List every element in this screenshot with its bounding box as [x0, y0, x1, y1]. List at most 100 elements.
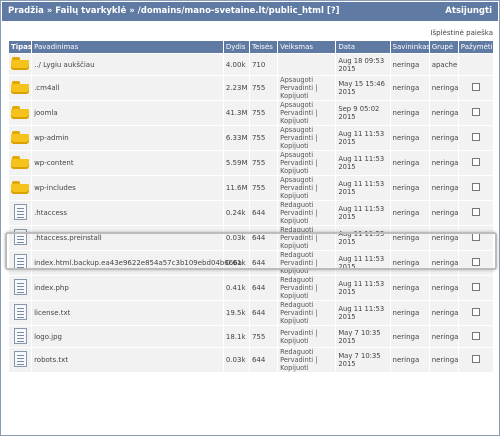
file-document-icon[interactable]: [13, 204, 27, 220]
file-permissions[interactable]: 710: [249, 54, 278, 75]
row-action-link[interactable]: Pervadinti |: [280, 209, 318, 217]
file-permissions[interactable]: 644: [249, 251, 278, 275]
file-permissions[interactable]: 644: [249, 201, 278, 225]
file-name-link[interactable]: .htaccess.preinstall: [32, 226, 223, 250]
file-name-link[interactable]: license.txt: [32, 301, 223, 325]
row-action-link[interactable]: Redaguoti: [280, 201, 314, 209]
row-action-link[interactable]: Kopijuoti: [280, 117, 309, 125]
row-action-link[interactable]: Apsaugoti: [280, 126, 314, 134]
column-header-name[interactable]: Pavadinimas: [32, 41, 223, 53]
row-action-link[interactable]: Pervadinti |: [280, 134, 318, 142]
row-action-link[interactable]: Pervadinti |: [280, 356, 318, 364]
file-name-link[interactable]: .cm4all: [32, 76, 223, 100]
row-select-checkbox[interactable]: [471, 108, 480, 116]
row-action-link[interactable]: Kopijuoti: [280, 336, 309, 345]
folder-icon[interactable]: [11, 180, 30, 194]
folder-icon[interactable]: [11, 155, 30, 169]
file-document-icon[interactable]: [13, 304, 27, 320]
file-date-part: 2015: [338, 336, 356, 345]
folder-icon[interactable]: [11, 130, 30, 144]
file-permissions[interactable]: 755: [249, 126, 278, 150]
file-document-icon[interactable]: [13, 279, 27, 295]
column-header-group[interactable]: Grupė: [429, 41, 458, 53]
file-name-link[interactable]: index.php: [32, 276, 223, 300]
row-action-link[interactable]: Apsaugoti: [280, 76, 314, 84]
column-header-type[interactable]: Tipas: [9, 41, 33, 53]
row-action-link[interactable]: Pervadinti |: [280, 109, 318, 117]
row-action-link[interactable]: Pervadinti |: [280, 259, 318, 267]
folder-icon[interactable]: [11, 105, 30, 119]
row-select-checkbox[interactable]: [471, 183, 480, 191]
row-action-link[interactable]: Redaguoti: [280, 251, 314, 259]
row-action-link[interactable]: Redaguoti: [280, 301, 314, 309]
file-document-icon[interactable]: [13, 254, 27, 270]
help-link[interactable]: [?]: [326, 6, 340, 16]
row-action-link[interactable]: Pervadinti |: [280, 309, 318, 317]
row-select-checkbox[interactable]: [471, 233, 480, 241]
row-action-link[interactable]: Apsaugoti: [280, 151, 314, 159]
row-action-link[interactable]: Pervadinti |: [280, 159, 318, 167]
row-action-link[interactable]: Kopijuoti: [280, 217, 309, 225]
row-action-link[interactable]: Pervadinti |: [280, 84, 318, 92]
row-action-link[interactable]: Redaguoti: [280, 348, 314, 356]
folder-icon[interactable]: [11, 57, 30, 70]
column-header-owner[interactable]: Savininkas: [390, 41, 431, 53]
file-permissions[interactable]: 644: [249, 226, 278, 250]
row-action-link[interactable]: Kopijuoti: [280, 292, 309, 300]
file-name-link[interactable]: joomla: [32, 101, 223, 125]
row-action-link[interactable]: Pervadinti |: [280, 328, 318, 337]
file-permissions[interactable]: 755: [249, 176, 278, 200]
row-action-link[interactable]: Kopijuoti: [280, 267, 309, 275]
row-action-link[interactable]: Kopijuoti: [280, 242, 309, 250]
file-permissions[interactable]: 755: [249, 76, 278, 100]
row-action-link[interactable]: Kopijuoti: [280, 364, 309, 372]
row-action-link[interactable]: Pervadinti |: [280, 284, 318, 292]
file-name-link[interactable]: logo.jpg: [32, 326, 223, 347]
row-action-link[interactable]: Redaguoti: [280, 276, 314, 284]
file-document-icon[interactable]: [13, 351, 27, 367]
file-name-link[interactable]: wp-admin: [32, 126, 223, 150]
row-action-link[interactable]: Pervadinti |: [280, 184, 318, 192]
table-row: wp-content 5.59M 755 Apsaugoti Pervadinti | K…: [9, 151, 493, 175]
row-select-checkbox[interactable]: [471, 331, 480, 340]
row-select-checkbox[interactable]: [471, 83, 480, 91]
breadcrumb-home-link[interactable]: Pradžia: [8, 6, 44, 16]
row-select-checkbox[interactable]: [471, 208, 480, 216]
row-select-checkbox[interactable]: [471, 308, 480, 316]
file-permissions[interactable]: 644: [249, 348, 278, 372]
row-select-checkbox[interactable]: [471, 133, 480, 141]
file-document-icon[interactable]: [13, 229, 27, 245]
row-action-link[interactable]: Redaguoti: [280, 226, 314, 234]
row-select-checkbox[interactable]: [471, 283, 480, 291]
row-action-link[interactable]: Apsaugoti: [280, 176, 314, 184]
row-action-link[interactable]: Kopijuoti: [280, 192, 309, 200]
file-permissions[interactable]: 644: [249, 276, 278, 300]
file-permissions[interactable]: 755: [249, 326, 278, 347]
row-select-checkbox[interactable]: [471, 355, 480, 363]
row-select-checkbox[interactable]: [471, 258, 480, 266]
row-action-link[interactable]: Pervadinti |: [280, 234, 318, 242]
column-header-perms[interactable]: Teisės: [249, 41, 278, 53]
file-name-link[interactable]: wp-includes: [32, 176, 223, 200]
row-action-link[interactable]: Kopijuoti: [280, 92, 309, 100]
row-action-link[interactable]: Kopijuoti: [280, 142, 309, 150]
row-select-checkbox[interactable]: [471, 158, 480, 166]
column-header-date[interactable]: Data: [336, 41, 390, 53]
row-action-link[interactable]: Kopijuoti: [280, 317, 309, 325]
file-name-link[interactable]: .htaccess: [32, 201, 223, 225]
folder-icon[interactable]: [11, 80, 30, 94]
file-name-link[interactable]: index.html.backup.ea43e9622e854a57c3b109…: [32, 251, 242, 275]
advanced-search-link[interactable]: Išplėstinė paieška: [430, 29, 493, 37]
file-permissions[interactable]: 644: [249, 301, 278, 325]
column-header-size[interactable]: Dydis: [223, 41, 249, 53]
file-name-link[interactable]: ../ Lygiu aukščiau: [32, 54, 223, 75]
file-permissions[interactable]: 755: [249, 101, 278, 125]
breadcrumb-file-manager-link[interactable]: Failų tvarkyklė: [55, 6, 127, 16]
file-permissions[interactable]: 755: [249, 151, 278, 175]
file-document-icon[interactable]: [13, 327, 27, 344]
row-action-link[interactable]: Kopijuoti: [280, 167, 309, 175]
row-action-link[interactable]: Apsaugoti: [280, 101, 314, 109]
logout-link[interactable]: Atsijungti: [445, 6, 492, 16]
file-name-link[interactable]: robots.txt: [32, 348, 223, 372]
file-name-link[interactable]: wp-content: [32, 151, 223, 175]
